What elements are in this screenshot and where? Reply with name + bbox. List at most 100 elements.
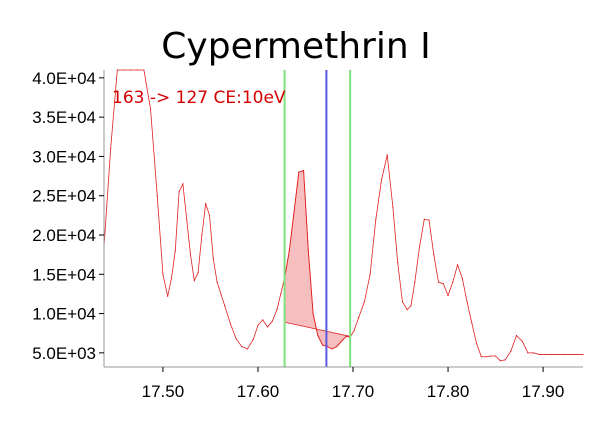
data-point-69 <box>437 281 440 283</box>
data-point-34 <box>271 320 273 323</box>
data-point-19 <box>201 234 203 236</box>
y-tick-label-4: 2.5E+04 <box>32 187 96 206</box>
data-point-31 <box>257 324 259 326</box>
y-tick-label-0: 5.0E+03 <box>32 344 96 363</box>
data-point-20 <box>205 202 207 205</box>
marker-layer <box>283 70 352 367</box>
data-point-77 <box>475 342 478 345</box>
data-point-24 <box>220 293 222 295</box>
data-point-41 <box>302 169 305 172</box>
transition-annotation: 163 -> 127 CE:10eV <box>112 88 286 108</box>
data-point-66 <box>423 218 425 220</box>
peak-layer <box>284 170 351 350</box>
data-point-49 <box>340 340 343 342</box>
data-point-59 <box>392 206 394 209</box>
x-tick-label-1: 17.60 <box>237 382 280 401</box>
data-point-48 <box>336 345 338 348</box>
integrated-peak-area <box>284 170 351 350</box>
data-point-53 <box>358 316 360 319</box>
data-point-87 <box>527 352 529 354</box>
data-point-61 <box>401 301 404 303</box>
x-tick-label-3: 17.80 <box>427 382 470 401</box>
data-point-7 <box>149 108 152 110</box>
data-point-93 <box>563 353 565 356</box>
y-tick-label-5: 3.0E+04 <box>32 147 96 166</box>
data-point-67 <box>428 219 430 221</box>
data-point-55 <box>369 273 371 275</box>
data-point-39 <box>293 210 295 213</box>
data-point-28 <box>241 345 243 348</box>
data-point-94 <box>570 353 572 356</box>
data-point-95 <box>576 353 578 356</box>
data-point-18 <box>197 272 199 274</box>
data-point-10 <box>167 295 169 297</box>
data-point-14 <box>182 183 184 185</box>
data-point-35 <box>276 309 278 311</box>
data-point-45 <box>321 344 324 346</box>
data-point-25 <box>224 305 226 307</box>
data-point-11 <box>170 277 173 279</box>
data-point-4 <box>130 69 132 71</box>
data-point-30 <box>252 338 254 341</box>
data-point-64 <box>414 281 416 283</box>
data-point-38 <box>288 250 290 252</box>
data-point-40 <box>298 171 300 173</box>
data-point-57 <box>380 179 383 181</box>
data-point-85 <box>515 334 518 337</box>
data-point-81 <box>494 355 497 357</box>
data-point-78 <box>480 356 482 358</box>
data-point-44 <box>317 334 319 337</box>
data-point-80 <box>490 355 492 357</box>
data-point-54 <box>363 301 366 303</box>
data-point-76 <box>471 322 473 324</box>
data-point-8 <box>156 195 158 197</box>
x-tick-label-2: 17.70 <box>332 382 375 401</box>
data-point-73 <box>456 264 459 266</box>
data-point-2 <box>116 69 118 71</box>
data-point-86 <box>521 340 523 342</box>
data-point-89 <box>538 353 540 356</box>
data-point-84 <box>510 350 512 352</box>
data-point-3 <box>123 69 125 71</box>
data-point-5 <box>136 69 138 71</box>
data-point-16 <box>189 254 192 256</box>
data-point-21 <box>208 214 211 216</box>
data-point-90 <box>544 353 546 356</box>
data-point-68 <box>433 254 435 256</box>
data-point-79 <box>485 356 487 358</box>
data-point-60 <box>397 261 399 264</box>
data-point-56 <box>375 218 377 220</box>
data-point-6 <box>143 69 145 71</box>
data-point-96 <box>582 353 584 356</box>
data-point-65 <box>418 246 421 248</box>
data-point-62 <box>406 309 408 311</box>
chromatogram-trace <box>103 69 583 362</box>
data-point-42 <box>307 250 309 252</box>
y-tick-label-1: 1.0E+04 <box>32 305 96 324</box>
data-point-91 <box>550 353 552 356</box>
data-point-22 <box>212 257 214 260</box>
data-point-26 <box>229 323 232 325</box>
data-point-71 <box>447 294 449 297</box>
data-point-1 <box>110 147 112 150</box>
data-point-13 <box>178 191 180 193</box>
data-point-29 <box>246 348 249 350</box>
y-tick-label-6: 3.5E+04 <box>32 108 96 127</box>
data-point-52 <box>353 330 355 332</box>
data-point-23 <box>216 281 218 283</box>
data-point-17 <box>193 279 195 282</box>
data-point-47 <box>331 348 333 350</box>
trace-layer <box>103 69 584 362</box>
data-point-32 <box>262 319 264 321</box>
data-point-50 <box>345 335 347 337</box>
data-point-75 <box>466 301 468 303</box>
data-point-83 <box>504 359 506 361</box>
data-point-74 <box>461 277 463 279</box>
data-point-72 <box>452 281 454 283</box>
data-point-33 <box>266 326 269 328</box>
data-point-82 <box>499 360 501 362</box>
y-tick-label-2: 1.5E+04 <box>32 265 96 284</box>
y-tick-label-7: 4.0E+04 <box>32 69 96 88</box>
data-point-88 <box>532 352 535 354</box>
chart-title: Cypermethrin I <box>161 26 430 67</box>
